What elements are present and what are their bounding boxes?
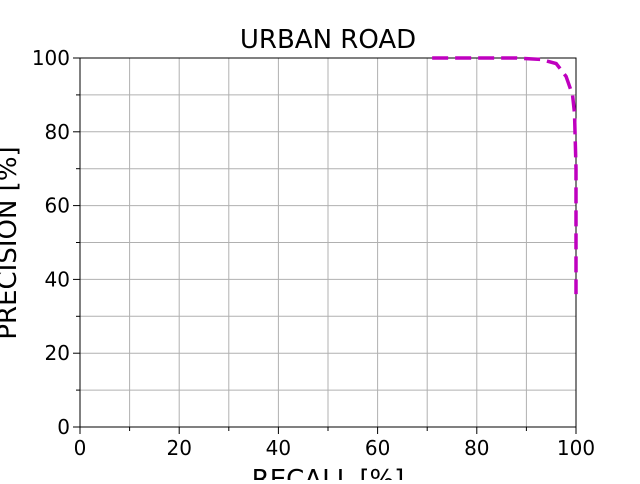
x-tick-label: 0 xyxy=(74,436,87,460)
x-tick-label: 100 xyxy=(557,436,595,460)
x-tick-label: 40 xyxy=(266,436,291,460)
line-series xyxy=(432,56,578,295)
x-tick-label: 20 xyxy=(166,436,191,460)
x-axis-label: RECALL [%] xyxy=(252,465,405,480)
y-axis-label: PRECISION [%] xyxy=(0,146,23,339)
chart-title: URBAN ROAD xyxy=(240,25,416,55)
y-tick-label: 20 xyxy=(45,341,70,365)
y-tick-label: 40 xyxy=(45,267,70,291)
y-tick-label: 60 xyxy=(45,194,70,218)
y-tick-label: 100 xyxy=(32,46,70,70)
x-tick-label: 60 xyxy=(365,436,390,460)
y-tick-label: 80 xyxy=(45,120,70,144)
y-tick-label: 0 xyxy=(57,415,70,439)
x-tick-label: 80 xyxy=(464,436,489,460)
